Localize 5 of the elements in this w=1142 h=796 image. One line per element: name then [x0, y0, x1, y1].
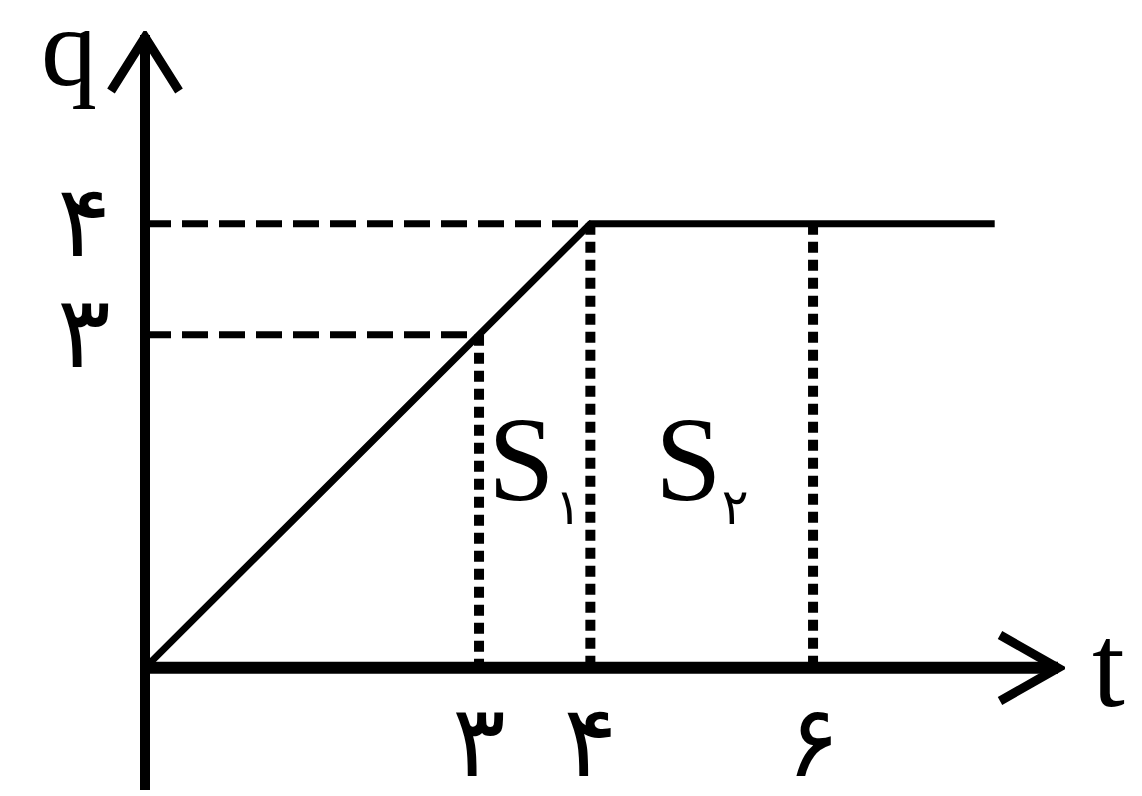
x-tick-label: ۴: [563, 682, 618, 796]
y-axis-title: q: [41, 0, 97, 109]
x-tick-label: ۶: [786, 682, 840, 796]
x-tick-label: ۳: [452, 682, 506, 796]
x-axis-title: t: [1092, 600, 1125, 732]
